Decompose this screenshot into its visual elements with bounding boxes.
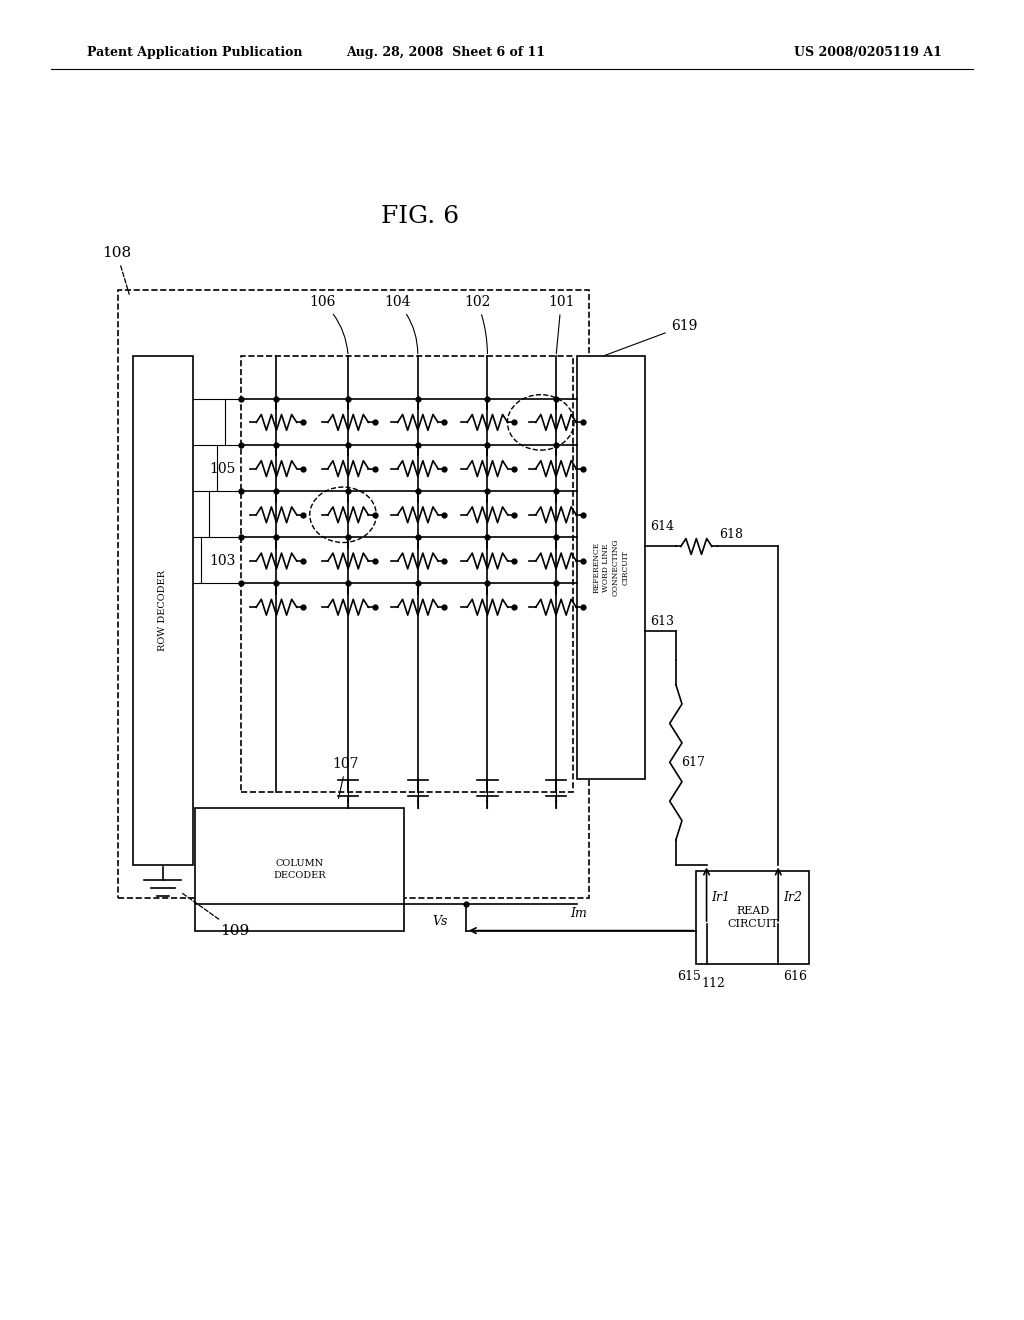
Bar (241, 356, 573, 792)
Text: 618: 618 (719, 528, 742, 541)
Text: 615: 615 (678, 970, 701, 983)
Text: 101: 101 (548, 296, 574, 354)
Text: Aug. 28, 2008  Sheet 6 of 11: Aug. 28, 2008 Sheet 6 of 11 (346, 46, 545, 59)
Text: 613: 613 (650, 615, 674, 628)
Text: 107: 107 (333, 758, 359, 799)
Text: 103: 103 (209, 554, 236, 568)
Text: Patent Application Publication: Patent Application Publication (87, 46, 302, 59)
Text: Ir1: Ir1 (712, 891, 731, 904)
Bar (133, 356, 193, 865)
Text: 619: 619 (605, 319, 697, 355)
Text: 104: 104 (384, 296, 418, 354)
Text: 616: 616 (783, 970, 807, 983)
Bar (577, 356, 645, 779)
Text: READ
CIRCUIT: READ CIRCUIT (727, 906, 778, 929)
Bar (195, 808, 404, 931)
Bar (696, 871, 809, 964)
Text: ROW DECODER: ROW DECODER (159, 570, 167, 651)
Text: COLUMN
DECODER: COLUMN DECODER (273, 859, 326, 879)
Text: Vs: Vs (432, 915, 449, 928)
Text: 106: 106 (309, 296, 348, 354)
Text: 617: 617 (681, 756, 705, 768)
Text: 108: 108 (102, 247, 131, 294)
Text: 109: 109 (181, 892, 250, 937)
Text: Ir2: Ir2 (783, 891, 803, 904)
Text: US 2008/0205119 A1: US 2008/0205119 A1 (795, 46, 942, 59)
Bar (118, 290, 589, 898)
Text: FIG. 6: FIG. 6 (381, 205, 459, 227)
Text: 112: 112 (701, 977, 725, 990)
Text: 105: 105 (209, 462, 236, 475)
Text: 102: 102 (464, 296, 490, 354)
Text: REFERENCE
WORD LINE
CONNECTING
CIRCUIT: REFERENCE WORD LINE CONNECTING CIRCUIT (592, 539, 630, 597)
Text: 614: 614 (650, 520, 674, 533)
Text: Im: Im (570, 907, 587, 920)
